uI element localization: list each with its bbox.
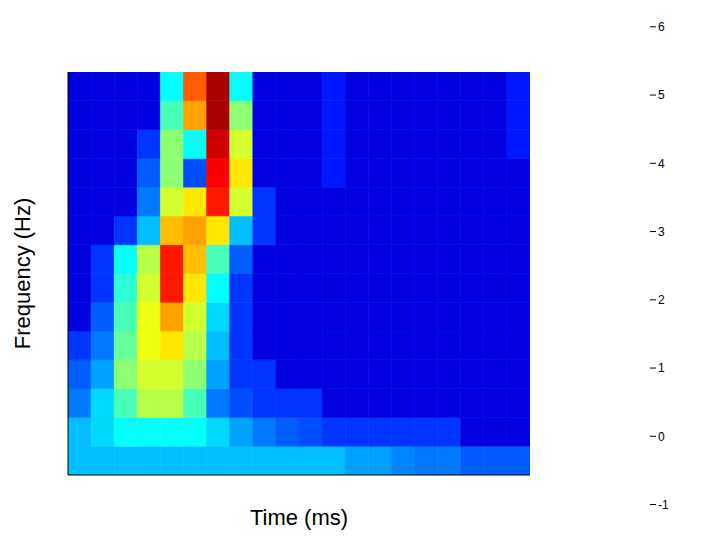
svg-text:2: 2 — [658, 293, 665, 307]
svg-text:1: 1 — [658, 361, 665, 375]
svg-text:3: 3 — [658, 225, 665, 239]
svg-text:0: 0 — [658, 430, 665, 444]
svg-text:6: 6 — [658, 20, 665, 34]
svg-text:-1: -1 — [658, 498, 669, 512]
svg-text:4: 4 — [658, 157, 665, 171]
svg-text:Frequency (Hz): Frequency (Hz) — [10, 198, 35, 350]
svg-text:Time (ms): Time (ms) — [250, 505, 348, 530]
svg-text:5: 5 — [658, 88, 665, 102]
